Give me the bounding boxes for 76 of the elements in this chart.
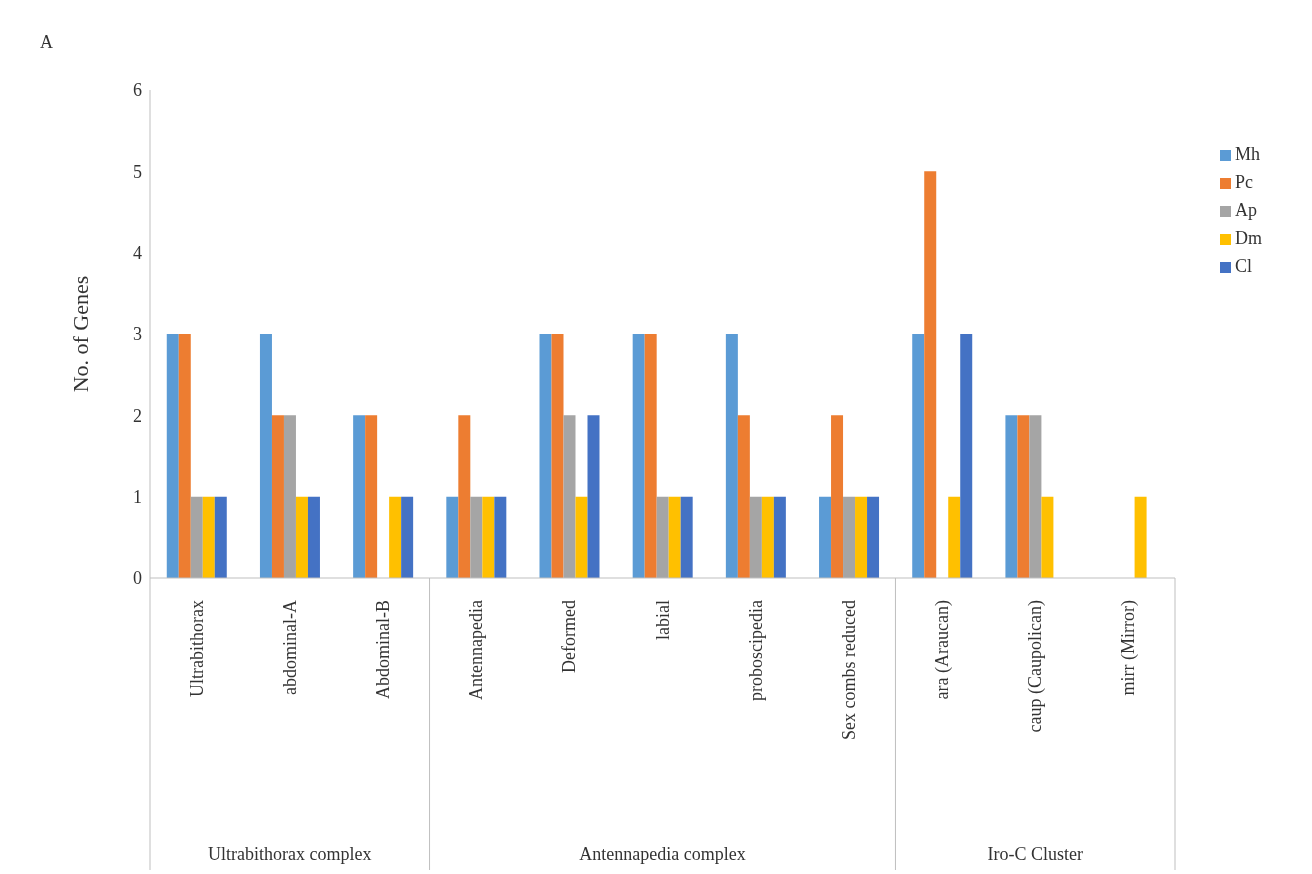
legend-label: Dm <box>1235 228 1262 248</box>
bar <box>283 415 296 578</box>
bar <box>494 496 507 578</box>
text: Ultrabithorax complex <box>208 844 372 864</box>
bar <box>749 496 762 578</box>
bar <box>295 496 308 578</box>
x-tick-label: caup (Caupolican) <box>1025 600 1047 733</box>
y-tick-label: 0 <box>133 568 142 589</box>
bar <box>855 496 868 578</box>
x-tick-label: mirr (Mirror) <box>1118 600 1140 696</box>
bar <box>948 496 961 578</box>
bar <box>458 415 471 578</box>
bar <box>960 334 973 578</box>
bar <box>575 496 588 578</box>
bar <box>843 496 856 578</box>
bar <box>867 496 880 578</box>
bar <box>259 334 272 578</box>
bar <box>1041 496 1054 578</box>
bar <box>482 496 495 578</box>
bar <box>353 415 366 578</box>
legend-label: Mh <box>1235 144 1261 164</box>
text: Antennapedia complex <box>579 844 746 864</box>
bar <box>912 334 925 578</box>
bar <box>214 496 227 578</box>
bar <box>271 415 284 578</box>
x-tick-label: proboscipedia <box>745 599 766 701</box>
bar <box>656 496 669 578</box>
bar <box>632 334 645 578</box>
y-tick-label: 2 <box>133 405 142 426</box>
y-tick-label: 5 <box>133 161 142 182</box>
bar <box>365 415 378 578</box>
x-tick-label: ara (Araucan) <box>932 599 954 700</box>
bar <box>587 415 600 578</box>
y-axis-title: No. of Genes <box>67 275 93 393</box>
text: Iro-C Cluster <box>987 844 1083 864</box>
y-tick-label: 4 <box>133 243 142 264</box>
x-tick-label: Ultrabithorax <box>186 600 207 697</box>
bar <box>1134 496 1147 578</box>
bar <box>725 334 738 578</box>
bar <box>924 171 937 578</box>
bar <box>389 496 402 578</box>
legend-label: Cl <box>1235 256 1253 276</box>
x-tick-label: Abdominal-B <box>372 600 393 699</box>
bar <box>819 496 832 578</box>
bar <box>831 415 844 578</box>
bar <box>551 334 564 578</box>
bar <box>202 496 215 578</box>
bar <box>737 415 750 578</box>
x-tick-label: Sex combs reduced <box>838 600 859 740</box>
legend-label: Ap <box>1235 200 1257 220</box>
x-tick-label: abdominal-A <box>279 600 300 695</box>
bar <box>761 496 774 578</box>
bar <box>563 415 576 578</box>
bar <box>680 496 693 578</box>
x-tick-label: Deformed <box>559 600 580 673</box>
bar <box>470 496 483 578</box>
bar <box>539 334 552 578</box>
y-tick-label: 3 <box>133 324 142 345</box>
bar <box>668 496 681 578</box>
y-tick-label: 1 <box>133 487 142 508</box>
x-tick-label: Antennapedia <box>466 600 487 700</box>
x-tick-label: labial <box>652 600 673 640</box>
bar <box>644 334 657 578</box>
legend-label: Pc <box>1235 172 1253 192</box>
bar <box>307 496 320 578</box>
bar <box>166 334 179 578</box>
bar <box>1029 415 1042 578</box>
bar <box>1005 415 1018 578</box>
bar <box>446 496 459 578</box>
y-tick-label: 6 <box>133 80 142 101</box>
bar <box>190 496 203 578</box>
bar <box>773 496 786 578</box>
bar <box>178 334 191 578</box>
text: A <box>40 32 53 52</box>
bar <box>1017 415 1030 578</box>
bar <box>401 496 414 578</box>
